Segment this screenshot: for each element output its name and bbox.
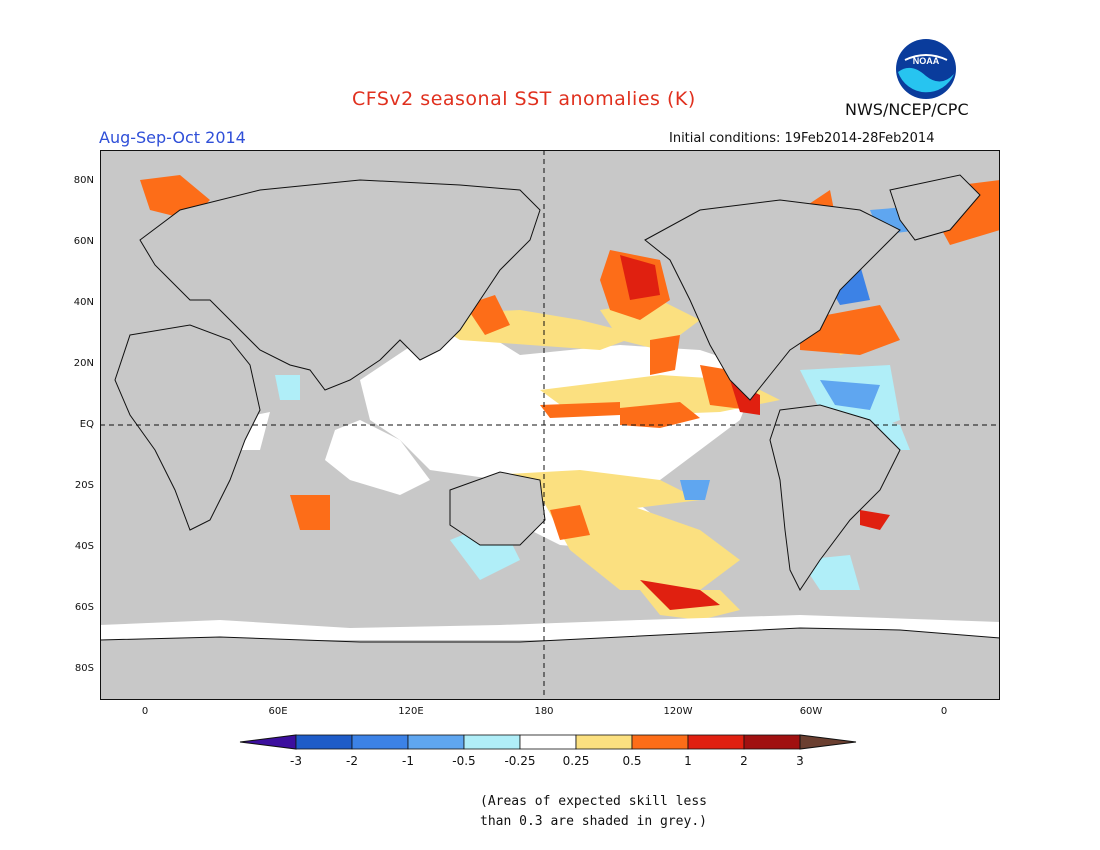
colorbar-label: -0.25: [504, 754, 536, 768]
coast-australia: [449, 471, 546, 546]
coast-africa: [114, 324, 261, 531]
colorbar-segment: [463, 734, 521, 750]
colorbar-arrow-high: [799, 734, 857, 750]
colorbar-segment: [295, 734, 353, 750]
lon-label-0-east: 0: [940, 706, 948, 717]
lon-label-120w: 120W: [663, 706, 693, 717]
lat-label-20n: 20N: [73, 358, 94, 369]
lon-label-180: 180: [534, 706, 554, 717]
lon-label-60e: 60E: [268, 706, 288, 717]
colorbar-segment: [351, 734, 409, 750]
colorbar-label: 1: [684, 754, 692, 768]
lon-label-60w: 60W: [799, 706, 823, 717]
coast-greenland: [889, 174, 981, 241]
lat-label-80s: 80S: [74, 663, 94, 674]
initial-conditions-label: Initial conditions: 19Feb2014-28Feb2014: [669, 131, 935, 146]
colorbar-segment: [575, 734, 633, 750]
colorbar: [239, 734, 857, 750]
coast-north-america: [644, 199, 901, 401]
colorbar-label: -0.5: [452, 754, 476, 768]
lat-label-60n: 60N: [73, 236, 94, 247]
noaa-logo-text: NOAA: [913, 56, 940, 66]
colorbar-segments: [239, 734, 857, 750]
sst-anomaly-map: [100, 150, 1000, 700]
colorbar-segment: [687, 734, 745, 750]
colorbar-label: -2: [346, 754, 358, 768]
coast-antarctica: [100, 627, 1000, 700]
colorbar-label: 0.5: [622, 754, 642, 768]
map-title: CFSv2 seasonal SST anomalies (K): [352, 88, 696, 110]
lat-label-20s: 20S: [74, 480, 94, 491]
colorbar-label: 2: [740, 754, 748, 768]
colorbar-segment: [743, 734, 801, 750]
coast-south-america: [769, 404, 901, 591]
lon-label-120e: 120E: [398, 706, 424, 717]
lat-label-40s: 40S: [74, 541, 94, 552]
colorbar-arrow-low: [239, 734, 297, 750]
noaa-logo: NOAA: [896, 39, 956, 99]
colorbar-label: -3: [290, 754, 302, 768]
colorbar-segment: [631, 734, 689, 750]
skill-note-line: than 0.3 are shaded in grey.): [480, 814, 707, 829]
coast-eurasia: [139, 179, 541, 391]
season-label: Aug-Sep-Oct 2014: [99, 128, 246, 147]
coastlines: [100, 174, 1000, 700]
colorbar-label: -1: [402, 754, 414, 768]
lon-label-0-west: 0: [141, 706, 149, 717]
colorbar-label: 0.25: [562, 754, 590, 768]
skill-note: (Areas of expected skill less than 0.3 a…: [480, 792, 707, 832]
colorbar-label: 3: [796, 754, 804, 768]
lat-label-40n: 40N: [73, 297, 94, 308]
lat-label-60s: 60S: [74, 602, 94, 613]
skill-note-line: (Areas of expected skill less: [480, 794, 707, 809]
lat-label-eq: EQ: [79, 419, 94, 430]
colorbar-segment: [519, 734, 577, 750]
lat-label-80n: 80N: [73, 175, 94, 186]
agency-label: NWS/NCEP/CPC: [845, 100, 969, 119]
colorbar-segment: [407, 734, 465, 750]
